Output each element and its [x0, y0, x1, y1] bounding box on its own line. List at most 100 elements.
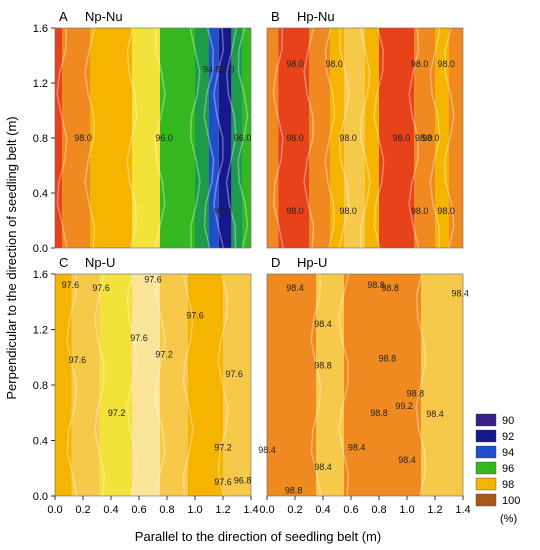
contour-band	[379, 28, 414, 248]
contour-label: 98.4	[258, 445, 276, 455]
contour-waves	[272, 27, 455, 249]
contour-label: 98.0	[415, 133, 433, 143]
contour-line	[56, 27, 68, 249]
contour-label: 98.0	[411, 59, 429, 69]
contour-line	[126, 273, 138, 497]
contour-label: 97.6	[62, 280, 80, 290]
contour-line	[84, 27, 96, 249]
x-tick-label: 0.8	[371, 504, 386, 516]
contour-label: 99.2	[395, 401, 413, 411]
x-tick-label: 0.2	[75, 504, 90, 516]
y-tick-label: 0.8	[33, 133, 48, 145]
contour-label: 97.6	[130, 333, 148, 343]
contour-label: 98.8	[407, 388, 425, 398]
legend-swatch	[475, 429, 497, 443]
contour-label: 98.4	[314, 462, 332, 472]
x-tick-label: 1.2	[427, 504, 442, 516]
color-legend: 90 92 94 96 98 100 (%)	[475, 413, 520, 525]
contour-line	[154, 27, 166, 249]
contour-label: 98.0	[422, 133, 440, 143]
x-tick-label: 0.8	[159, 504, 174, 516]
contour-label: 97.6	[186, 311, 204, 321]
y-tick-label: 0.0	[33, 243, 48, 255]
contour-label: 98.0	[411, 206, 429, 216]
contour-label: 97.2	[155, 349, 173, 359]
panel-label: C	[59, 255, 68, 270]
contour-band	[344, 28, 365, 248]
contour-band	[278, 28, 309, 248]
contour-label: 98.0	[286, 59, 304, 69]
contour-waves	[66, 273, 229, 497]
contour-band	[435, 28, 449, 248]
contour-band	[218, 28, 232, 248]
contour-label: 98.4	[348, 442, 366, 452]
contour-line	[338, 273, 350, 497]
contour-line	[189, 27, 201, 249]
contour-label: 97.6	[225, 369, 243, 379]
panel-title: Np-Nu	[85, 9, 123, 24]
y-tick-label: 0.4	[33, 436, 48, 448]
x-tick-label: 1.0	[187, 504, 202, 516]
x-tick-label: 0.2	[287, 504, 302, 516]
contour-label: 96.0	[234, 133, 252, 143]
contour-line	[373, 27, 385, 249]
contour-line	[408, 27, 420, 249]
contour-line	[415, 273, 427, 497]
contour-label: 98.8	[367, 280, 385, 290]
contour-band	[55, 274, 72, 496]
contour-label: 98.4	[286, 283, 304, 293]
contour-label: 94.0	[217, 64, 235, 74]
y-tick-label: 0.0	[33, 491, 48, 503]
legend-label: 100	[502, 495, 520, 507]
y-tick-label: 1.6	[33, 23, 48, 35]
contour-band	[330, 28, 344, 248]
contour-band	[309, 28, 330, 248]
legend-swatch	[475, 477, 497, 491]
x-tick-label: 0.6	[131, 504, 146, 516]
y-tick-label: 1.6	[33, 269, 48, 281]
contour-label: 98.0	[325, 59, 343, 69]
contour-line	[203, 27, 215, 249]
contour-label: 98.0	[437, 59, 455, 69]
contour-line	[213, 27, 225, 249]
contour-band	[242, 28, 251, 248]
contour-waves	[56, 27, 249, 249]
contour-label: 97.6	[214, 477, 232, 487]
panel-title: Hp-Nu	[297, 9, 335, 24]
contour-label: 98.4	[398, 455, 416, 465]
contour-band	[344, 274, 421, 496]
y-axis-title: Perpendicular to the direction of seedli…	[4, 116, 19, 399]
contour-band	[231, 28, 243, 248]
panel-label: A	[59, 9, 68, 24]
contour-label: 96.0	[155, 133, 173, 143]
contour-line	[237, 27, 249, 249]
contour-label: 97.6	[144, 275, 162, 285]
x-tick-label: 0.4	[103, 504, 118, 516]
contour-band	[132, 274, 160, 496]
contour-label: 98.8	[285, 485, 303, 495]
contour-line	[324, 27, 336, 249]
contour-label: 97.2	[108, 408, 126, 418]
contour-label: 98.0	[286, 133, 304, 143]
y-tick-label: 0.8	[33, 380, 48, 392]
contour-line	[443, 27, 455, 249]
contour-band	[160, 28, 195, 248]
x-tick-label: 0.6	[343, 504, 358, 516]
contour-label: 98.8	[379, 354, 397, 364]
contour-line	[94, 273, 106, 497]
y-tick-label: 1.2	[33, 325, 48, 337]
contour-label: 97.2	[214, 442, 232, 452]
contour-band	[223, 274, 251, 496]
contour-band	[71, 274, 100, 496]
x-tick-label: 1.4	[243, 504, 258, 516]
contour-band	[99, 274, 132, 496]
contour-label: 98.0	[286, 206, 304, 216]
contour-waves	[310, 273, 427, 497]
contour-line	[429, 27, 441, 249]
contour-band	[414, 28, 435, 248]
contour-band	[421, 274, 463, 496]
